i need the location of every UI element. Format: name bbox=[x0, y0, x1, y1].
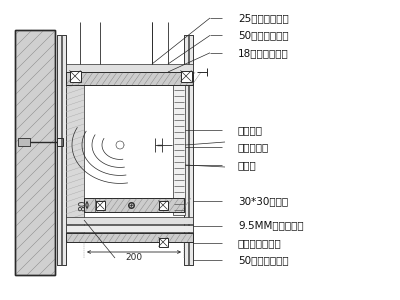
Bar bbox=[184, 35, 193, 265]
Text: 30*30木龙骨: 30*30木龙骨 bbox=[238, 196, 288, 206]
Bar bbox=[57, 35, 66, 265]
Bar bbox=[158, 200, 168, 209]
Bar bbox=[66, 72, 193, 85]
Bar bbox=[173, 85, 185, 215]
Bar bbox=[84, 198, 184, 212]
Bar bbox=[66, 217, 193, 224]
Bar bbox=[66, 233, 193, 242]
Bar bbox=[70, 70, 80, 82]
Text: 50系列轻钢龙骨: 50系列轻钢龙骨 bbox=[238, 30, 289, 40]
Bar bbox=[66, 225, 193, 232]
Bar bbox=[57, 35, 61, 265]
Text: 25系列卡式龙骨: 25系列卡式龙骨 bbox=[238, 13, 289, 23]
Text: 18厘木工板基层: 18厘木工板基层 bbox=[238, 48, 289, 58]
Text: 腻子乳胶漆三遍: 腻子乳胶漆三遍 bbox=[238, 238, 282, 248]
Bar bbox=[189, 35, 193, 265]
Bar bbox=[84, 198, 184, 212]
Bar bbox=[96, 200, 104, 209]
Bar bbox=[158, 238, 168, 247]
Text: 9.5MM纸面石膏板: 9.5MM纸面石膏板 bbox=[238, 220, 304, 231]
Text: 木饰面: 木饰面 bbox=[238, 160, 257, 170]
Bar bbox=[18, 138, 30, 146]
Bar bbox=[15, 30, 55, 275]
Text: 50系列轻钢龙骨: 50系列轻钢龙骨 bbox=[238, 255, 289, 266]
Bar bbox=[66, 233, 193, 242]
Bar bbox=[62, 35, 66, 265]
Bar bbox=[66, 72, 193, 85]
Bar bbox=[15, 30, 55, 275]
Bar bbox=[66, 85, 84, 240]
Bar bbox=[57, 138, 63, 146]
Text: 成品风口: 成品风口 bbox=[238, 125, 263, 135]
Bar bbox=[184, 35, 188, 265]
Text: 200: 200 bbox=[126, 253, 142, 262]
Bar bbox=[66, 64, 193, 72]
Text: 木饰面挂件: 木饰面挂件 bbox=[238, 142, 269, 152]
Text: 80: 80 bbox=[78, 199, 88, 211]
Bar bbox=[180, 70, 192, 82]
